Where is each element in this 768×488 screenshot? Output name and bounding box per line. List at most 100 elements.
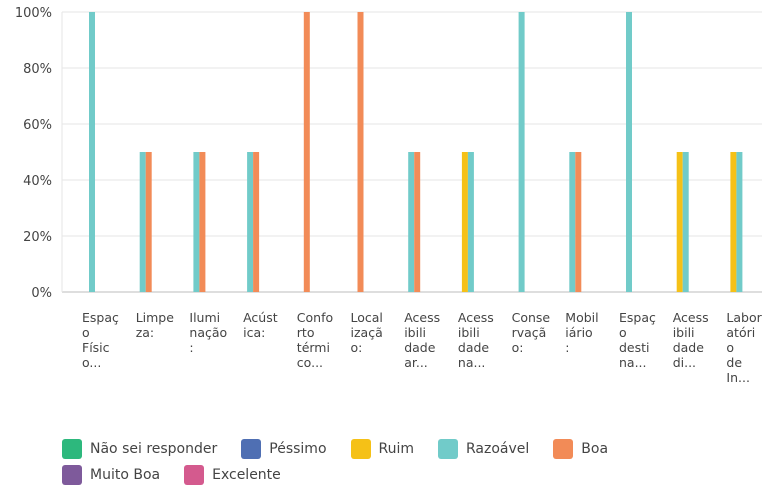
bar [89,12,95,292]
x-tick-label-line: ica: [243,325,265,340]
legend-item-boa[interactable]: Boa [553,439,608,459]
bar [730,152,737,292]
legend-row-1: Não sei responder Péssimo Ruim Razoável … [62,436,752,462]
x-tick-label-line: Limpe [136,310,175,325]
x-tick-label: Conse rvaçã o: [512,310,551,355]
x-tick-label-line: za: [136,325,154,340]
y-tick-label: 40% [23,174,52,189]
bars [89,12,743,292]
x-tick-label-line: Labor [726,310,762,325]
y-tick-label: 100% [15,6,52,21]
y-tick-label: 80% [23,62,52,77]
x-tick-label-line: rto [297,325,315,340]
bar [467,152,474,292]
bar [518,12,525,292]
bar [193,152,200,292]
legend-label: Não sei responder [90,441,218,457]
x-tick-label-line: o: [512,340,524,355]
legend-label: Razoável [466,441,530,457]
x-tick-label-line: na... [619,355,647,370]
legend-swatch [241,439,262,459]
legend-label: Boa [581,441,609,457]
x-tick-label-line: : [565,340,569,355]
x-tick-label: Acess ibili dade ar... [404,310,440,370]
bar [575,152,582,292]
bar [676,152,683,292]
legend-label: Muito Boa [90,467,161,483]
legend-item-ruim[interactable]: Ruim [350,439,414,459]
bar [139,152,146,292]
x-tick-label-line: ar... [404,355,428,370]
x-tick-label-line: térmi [297,340,330,355]
x-tick-label-line: o [82,325,90,340]
legend-swatch [184,465,205,485]
x-tick-label-line: de [726,355,742,370]
x-tick-label: Acess ibili dade na... [458,310,494,370]
x-tick-label: Acúst ica: [243,310,278,340]
x-tick-label: Local izaçã o: [351,310,383,355]
x-tick-label-line: dade [458,340,490,355]
legend-swatch [350,439,371,459]
x-tick-label-line: Acúst [243,310,278,325]
bar [408,152,415,292]
bar [253,152,260,292]
x-tick-label-line: Local [351,310,383,325]
x-tick-label-line: o [619,325,627,340]
y-tick-label: 20% [23,230,52,245]
x-tick-label-line: o: [351,340,363,355]
x-tick-label: Mobil iário: [565,310,598,355]
bar [682,152,689,292]
x-tick-label-line: nação [189,325,227,340]
legend-item-razoavel[interactable]: Razoável [438,439,529,459]
x-tick-label-line: Espaç [619,310,656,325]
x-tick-label-line: di... [673,355,696,370]
legend-swatch [438,439,459,459]
x-tick-label-line: dade [673,340,705,355]
legend-swatch [62,465,82,485]
x-tick-label: Labor atóri o de In... [726,310,762,385]
x-tick-label-line: o... [82,355,101,370]
x-tick-label: Acess ibili dade di... [673,310,709,370]
legend-label: Excelente [212,467,281,483]
x-tick-label-line: ibili [458,325,480,340]
legend-swatch [553,439,574,459]
x-tick-label-line: co... [297,355,323,370]
x-tick-label-line: na... [458,355,486,370]
bar [569,152,576,292]
x-tick-label-line: Confo [297,310,333,325]
bar [357,12,364,292]
legend-row-2: Muito Boa Excelente [62,462,752,488]
legend-label: Péssimo [269,441,327,457]
x-tick-label-line: desti [619,340,650,355]
x-tick-label-line: Ilumi [189,310,220,325]
x-tick-label-line: Conse [512,310,551,325]
legend-item-muito-boa[interactable]: Muito Boa [62,465,160,485]
x-tick-label-line: In... [726,370,750,385]
x-tick-label-line: Mobil [565,310,598,325]
legend-item-nao-sei[interactable]: Não sei responder [62,439,217,459]
x-tick-label-line: dade [404,340,436,355]
x-tick-label-line: ibili [404,325,426,340]
legend-item-pessimo[interactable]: Péssimo [241,439,327,459]
x-tick-label-line: iário [565,325,592,340]
y-axis: 0% 20% 40% 60% 80% 100% [15,6,52,301]
legend-item-excelente[interactable]: Excelente [184,465,281,485]
x-tick-label: Espaç o desti na... [619,310,656,370]
bar [626,12,632,292]
bar [145,152,152,292]
bar [736,152,743,292]
x-tick-label: Confo rto térmi co... [297,310,333,370]
x-tick-label-line: Acess [458,310,494,325]
x-tick-label: Limpe za: [136,310,175,340]
y-tick-label: 0% [31,286,52,301]
x-tick-label-line: Acess [404,310,440,325]
x-tick-label-line: izaçã [351,325,383,340]
bar [199,152,206,292]
x-tick-label: Espaç o Físic o... [82,310,119,370]
x-tick-label-line: Espaç [82,310,119,325]
bar [414,152,421,292]
y-tick-label: 60% [23,118,52,133]
x-tick-label-line: Físic [82,340,110,355]
legend: Não sei responder Péssimo Ruim Razoável … [62,436,752,488]
